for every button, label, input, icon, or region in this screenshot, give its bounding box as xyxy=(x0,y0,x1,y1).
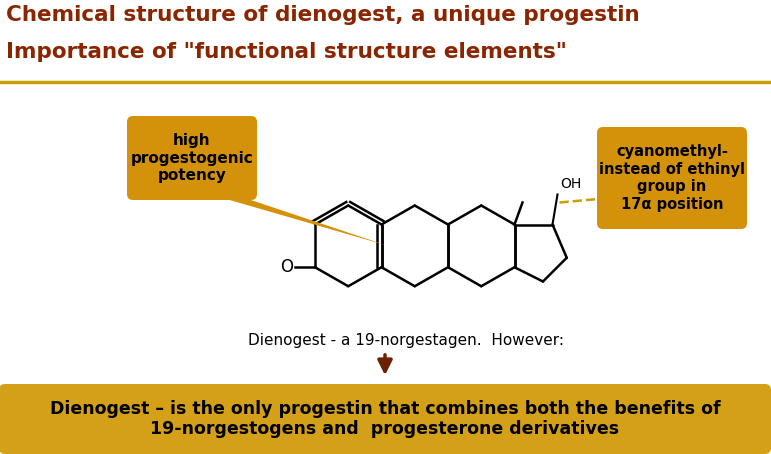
Text: high
progestogenic
potency: high progestogenic potency xyxy=(130,133,254,183)
FancyBboxPatch shape xyxy=(127,116,257,200)
Text: OH: OH xyxy=(561,178,582,192)
Text: Dienogest – is the only progestin that combines both the benefits of
19-norgesto: Dienogest – is the only progestin that c… xyxy=(49,400,720,439)
Text: cyanomethyl-
instead of ethinyl
group in
17α position: cyanomethyl- instead of ethinyl group in… xyxy=(599,144,745,212)
Text: CH: CH xyxy=(617,188,638,202)
FancyBboxPatch shape xyxy=(0,384,771,454)
Text: Importance of "functional structure elements": Importance of "functional structure elem… xyxy=(6,42,567,62)
Text: Chemical structure of dienogest, a unique progestin: Chemical structure of dienogest, a uniqu… xyxy=(6,5,640,25)
Text: 2: 2 xyxy=(635,194,641,204)
Text: O: O xyxy=(281,258,294,276)
Polygon shape xyxy=(202,192,386,246)
FancyBboxPatch shape xyxy=(597,127,747,229)
Polygon shape xyxy=(603,166,645,199)
Text: Dienogest - a 19-norgestagen.  However:: Dienogest - a 19-norgestagen. However: xyxy=(248,333,564,348)
Text: CN: CN xyxy=(639,188,662,202)
